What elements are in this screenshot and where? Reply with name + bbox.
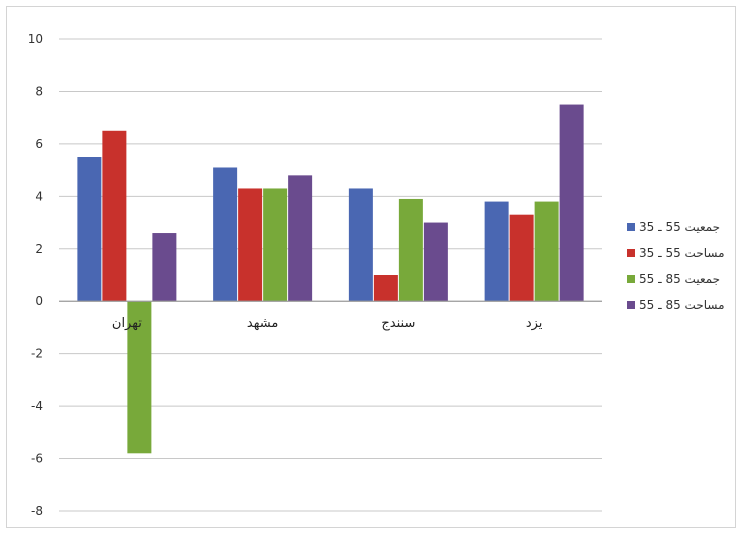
bar-series-1-cat-4	[484, 201, 509, 302]
legend-label: مساحت 85 ـ 55	[639, 298, 725, 312]
bar-series-4-cat-4	[559, 104, 584, 302]
bar-series-4-cat-1	[152, 233, 177, 302]
bar-series-3-cat-1	[127, 301, 152, 454]
bar-series-1-cat-1	[77, 157, 102, 302]
bar-series-2-cat-1	[102, 130, 127, 302]
y-tick-label: -8	[31, 504, 43, 518]
y-tick-label: 4	[35, 189, 43, 203]
y-tick-label: 2	[35, 242, 43, 256]
legend-label: جمعیت 85 ـ 55	[639, 272, 720, 286]
y-tick-label: -2	[31, 347, 43, 361]
legend-swatch	[627, 249, 635, 257]
bars	[77, 104, 584, 454]
y-tick-label: 8	[35, 84, 43, 98]
bar-series-2-cat-2	[238, 188, 263, 302]
y-tick-label: -4	[31, 399, 43, 413]
category-label: یزد	[526, 316, 543, 331]
bar-series-1-cat-3	[348, 188, 373, 302]
bar-series-3-cat-4	[534, 201, 559, 302]
bar-series-3-cat-3	[398, 198, 423, 302]
bar-series-2-cat-4	[509, 214, 534, 302]
legend-swatch	[627, 301, 635, 309]
legend-swatch	[627, 275, 635, 283]
y-tick-label: 0	[35, 294, 43, 308]
y-axis-ticks: 10 8 6 4 2 0 -2 -4 -6 -8	[28, 32, 43, 518]
category-labels: تهران مشهد سنندج یزد	[112, 316, 543, 331]
bar-series-1-cat-2	[213, 167, 238, 302]
category-label: تهران	[112, 316, 142, 331]
category-label: سنندج	[381, 316, 415, 331]
legend-label: مساحت 55 ـ 35	[639, 246, 725, 260]
bar-chart: 10 8 6 4 2 0 -2 -4 -6 -8 تهران مشهد سنندج یزد جمعیت …	[28, 32, 725, 518]
category-label: مشهد	[247, 316, 278, 331]
legend-swatch	[627, 223, 635, 231]
legend-label: جمعیت 55 ـ 35	[639, 220, 720, 234]
bar-series-4-cat-3	[423, 222, 448, 302]
bar-series-4-cat-2	[288, 175, 313, 302]
bar-series-3-cat-2	[263, 188, 288, 302]
chart-frame: 10 8 6 4 2 0 -2 -4 -6 -8 تهران مشهد سنندج یزد جمعیت …	[6, 6, 736, 528]
legend: جمعیت 55 ـ 35 مساحت 55 ـ 35 جمعیت 85 ـ 55 م…	[627, 220, 725, 312]
bar-series-2-cat-3	[373, 275, 398, 302]
y-tick-label: 6	[35, 137, 43, 151]
y-tick-label: -6	[31, 452, 43, 466]
y-tick-label: 10	[28, 32, 43, 46]
